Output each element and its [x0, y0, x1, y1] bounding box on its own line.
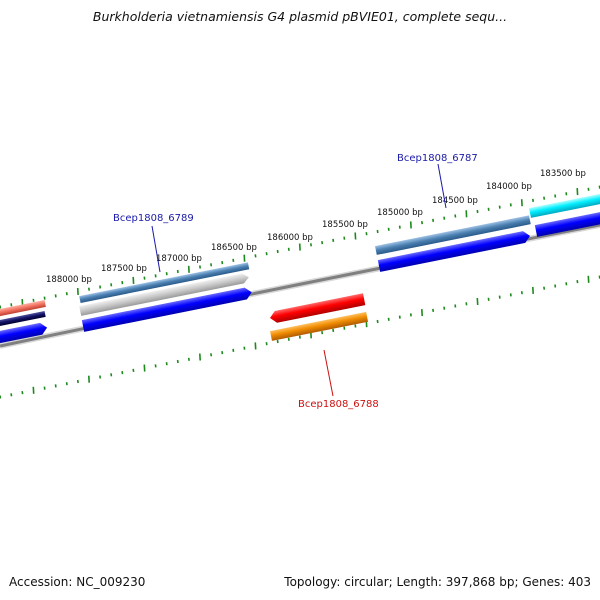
- gene-callout-6788[interactable]: Bcep1808_6788: [298, 349, 379, 410]
- feature-salmon[interactable]: [0, 300, 46, 318]
- cds-left-edge[interactable]: [0, 322, 48, 345]
- scale-label: 185500 bp: [322, 220, 368, 230]
- gene-label-6787: Bcep1808_6787: [397, 153, 478, 164]
- scale-label: 186000 bp: [267, 233, 313, 243]
- scale-label: 187000 bp: [156, 254, 202, 264]
- scale-label: 187500 bp: [101, 264, 147, 274]
- feature-gray-6789[interactable]: [79, 272, 250, 316]
- cds-6789[interactable]: [81, 286, 253, 332]
- feature-cyan[interactable]: [529, 190, 600, 218]
- accession-label: Accession: NC_009230: [9, 575, 146, 589]
- gene-callout-6787[interactable]: Bcep1808_6787: [397, 153, 478, 209]
- scale-ruler-top: [0, 185, 600, 309]
- scale-label: 184000 bp: [486, 182, 532, 192]
- cds-6787[interactable]: [377, 230, 531, 272]
- summary-label: Topology: circular; Length: 397,868 bp; …: [284, 575, 591, 589]
- feature-steelblue-6787[interactable]: [375, 215, 531, 255]
- feature-red-6788[interactable]: [269, 293, 366, 324]
- feature-orange-6788[interactable]: [270, 311, 369, 341]
- cds-right-edge[interactable]: [534, 207, 600, 237]
- feature-steelblue-6789[interactable]: [79, 262, 250, 303]
- scale-label: 184500 bp: [432, 196, 478, 206]
- scale-label: 183500 bp: [540, 169, 586, 179]
- scale-label: 188000 bp: [46, 275, 92, 285]
- map-title: Burkholderia vietnamiensis G4 plasmid pB…: [92, 9, 508, 24]
- scale-label: 185000 bp: [377, 208, 423, 218]
- scale-label: 186500 bp: [211, 243, 257, 253]
- gene-callout-6789[interactable]: Bcep1808_6789: [113, 213, 194, 273]
- gene-label-6789: Bcep1808_6789: [113, 213, 194, 224]
- feature-navy[interactable]: [0, 311, 46, 328]
- scale-labels: 188000 bp 187500 bp 187000 bp 186500 bp 1860…: [46, 169, 586, 285]
- gene-label-6788: Bcep1808_6788: [298, 399, 379, 410]
